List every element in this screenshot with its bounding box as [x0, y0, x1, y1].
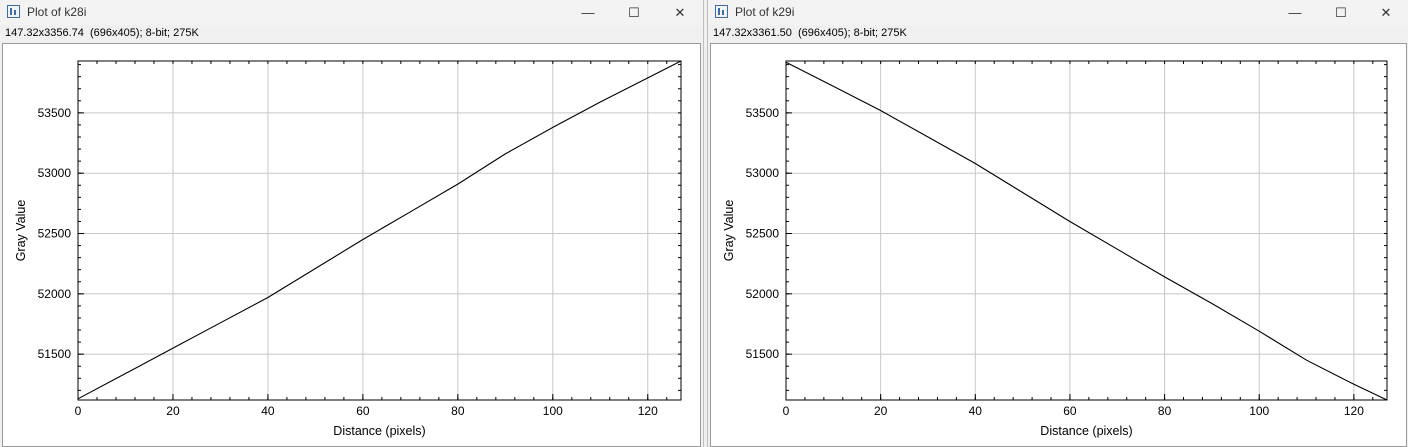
y-axis-label: Gray Value — [14, 200, 28, 262]
y-tick-label: 51500 — [746, 347, 780, 361]
y-tick-label: 53000 — [746, 166, 780, 180]
plot-area-frame — [78, 61, 681, 400]
window-title: Plot of k28i — [27, 5, 86, 19]
profile-line — [78, 61, 681, 399]
maximize-button[interactable]: ☐ — [611, 0, 657, 25]
y-tick-label: 53000 — [38, 166, 72, 180]
x-tick-label: 0 — [783, 404, 790, 418]
close-button[interactable]: ✕ — [1363, 0, 1408, 25]
x-tick-label: 60 — [1063, 404, 1077, 418]
x-tick-label: 40 — [969, 404, 983, 418]
imagej-plot-icon — [715, 5, 728, 18]
plot-canvas-frame[interactable]: 0 20 40 60 80 100 120 51500 52000 52500 53000 53500… — [2, 43, 701, 447]
profile-plot: 0 20 40 60 80 100 120 51500 52000 52500 53000 53500… — [711, 44, 1406, 446]
plot-canvas-frame[interactable]: 0 20 40 60 80 100 120 51500 52000 52500 53000 53500… — [710, 43, 1407, 447]
y-tick-label: 52000 — [746, 287, 780, 301]
y-axis-label: Gray Value — [722, 200, 736, 262]
y-tick-label: 51500 — [38, 347, 72, 361]
imagej-plot-icon — [7, 5, 20, 18]
x-tick-label: 120 — [1344, 404, 1364, 418]
minimize-button[interactable]: — — [1272, 0, 1318, 25]
plot-window-k28i: Plot of k28i — ☐ ✕ 147.32x3356.74 (696x4… — [0, 0, 704, 447]
image-info: 147.32x3356.74 (696x405); 8-bit; 275K — [5, 27, 199, 39]
x-tick-label: 20 — [166, 404, 180, 418]
x-tick-label: 20 — [874, 404, 888, 418]
x-tick-label: 40 — [261, 404, 275, 418]
plot-window-k29i: Plot of k29i — ☐ ✕ 147.32x3361.50 (696x4… — [707, 0, 1408, 447]
y-tick-label: 52500 — [746, 227, 780, 241]
x-tick-label: 80 — [451, 404, 465, 418]
x-tick-label: 60 — [356, 404, 370, 418]
image-info: 147.32x3361.50 (696x405); 8-bit; 275K — [713, 27, 907, 39]
plot-area-frame — [786, 61, 1387, 400]
y-tick-label: 52500 — [38, 227, 72, 241]
close-button[interactable]: ✕ — [657, 0, 703, 25]
window-title: Plot of k29i — [735, 5, 794, 19]
title-bar[interactable]: Plot of k29i — ☐ ✕ — [708, 0, 1408, 25]
x-tick-label: 120 — [638, 404, 658, 418]
y-tick-label: 53500 — [38, 106, 72, 120]
profile-plot: 0 20 40 60 80 100 120 51500 52000 52500 53000 53500… — [3, 44, 700, 446]
maximize-button[interactable]: ☐ — [1318, 0, 1364, 25]
title-bar[interactable]: Plot of k28i — ☐ ✕ — [0, 0, 703, 25]
minimize-button[interactable]: — — [565, 0, 611, 25]
y-tick-label: 53500 — [746, 106, 780, 120]
x-tick-label: 80 — [1158, 404, 1172, 418]
x-tick-label: 100 — [543, 404, 563, 418]
y-tick-label: 52000 — [38, 287, 72, 301]
x-axis-label: Distance (pixels) — [1040, 424, 1132, 438]
x-tick-label: 0 — [75, 404, 82, 418]
x-axis-label: Distance (pixels) — [333, 424, 425, 438]
x-tick-label: 100 — [1249, 404, 1269, 418]
